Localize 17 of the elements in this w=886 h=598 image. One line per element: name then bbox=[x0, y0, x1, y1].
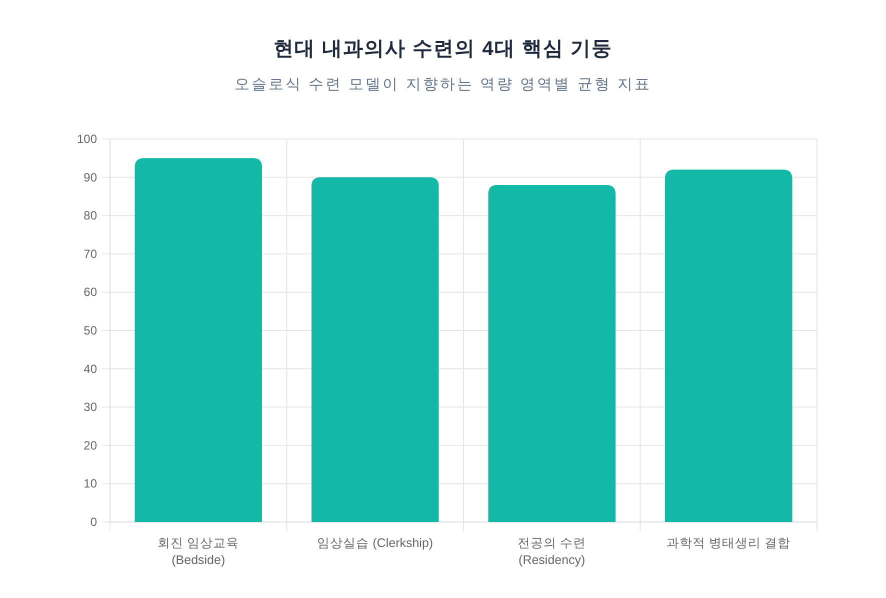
y-tick-label: 90 bbox=[84, 170, 97, 184]
y-tick-label: 50 bbox=[84, 324, 97, 338]
y-tick-label: 0 bbox=[90, 515, 97, 529]
y-tick-label: 20 bbox=[84, 438, 97, 452]
y-tick-label: 70 bbox=[84, 246, 97, 261]
y-tick-label: 30 bbox=[84, 400, 97, 414]
x-tick-label: 과학적 병태생리 결합 bbox=[666, 536, 791, 550]
title: 현대 내과의사 수련의 4대 핵심 기둥 bbox=[274, 38, 612, 60]
x-tick-label: 임상실습 (Clerkship) bbox=[317, 536, 434, 550]
y-tick-label: 10 bbox=[84, 476, 97, 491]
y-tick-label: 100 bbox=[76, 132, 97, 146]
subtitle: 오슬로식 수련 모델이 지향하는 역량 영역별 균형 지표 bbox=[234, 76, 652, 93]
x-tick-label: 전공의 수련 (Residency) bbox=[518, 536, 586, 567]
y-tick-label: 80 bbox=[84, 208, 97, 223]
x-tick-label: 회진 임상교육 (Bedside) bbox=[158, 536, 240, 567]
y-tick-label: 40 bbox=[84, 362, 97, 376]
y-tick-label: 60 bbox=[84, 285, 97, 300]
